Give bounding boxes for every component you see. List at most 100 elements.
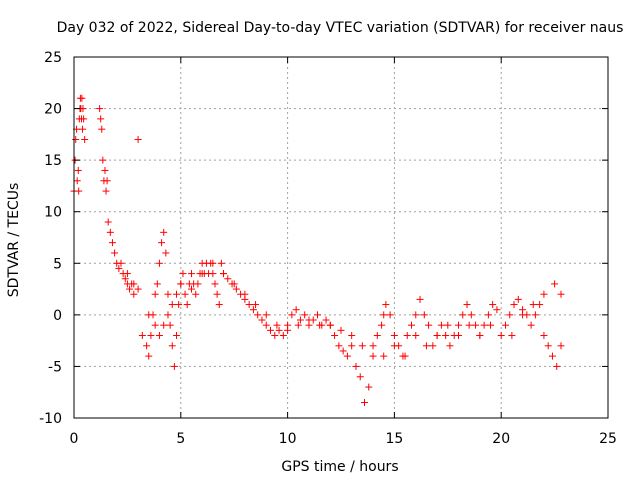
data-point [211,280,219,288]
data-point [514,295,522,303]
data-point [151,321,159,329]
data-point [168,342,176,350]
y-tick-labels: -10 -5 0 5 10 15 20 25 [39,50,62,427]
data-point [472,321,480,329]
data-point [130,280,138,288]
data-point [145,311,153,319]
data-point [262,311,270,319]
data-point [380,311,388,319]
data-point [245,301,253,309]
data-point [75,187,83,195]
data-point [407,321,415,329]
data-point [373,331,381,339]
data-point [540,290,548,298]
data-point [123,270,131,278]
data-point [360,399,368,407]
data-point [101,166,109,174]
data-point [258,316,266,324]
x-tick-label: 15 [385,431,403,447]
data-point [232,285,240,293]
data-point [506,311,514,319]
data-point [557,342,565,350]
data-point [551,280,559,288]
x-tick-labels: 0 5 10 15 20 25 [70,431,617,447]
data-point [198,270,206,278]
data-point [224,275,232,283]
data-point [103,177,111,185]
data-point [108,239,116,247]
data-point [314,311,322,319]
plot-frame [73,56,609,419]
data-point [378,321,386,329]
y-tick-label: 5 [53,256,62,272]
data-point [487,321,495,329]
data-point [79,125,87,133]
x-axis-label: GPS time / hours [281,459,398,475]
data-point [284,326,292,334]
data-point [230,280,238,288]
data-point [249,306,257,314]
data-point [179,270,187,278]
data-point [187,270,195,278]
data-point [162,249,170,257]
data-point [273,321,281,329]
data-point [209,270,217,278]
data-point [173,290,181,298]
data-point [380,352,388,360]
data-point [173,331,181,339]
data-point [138,331,146,339]
data-point [194,280,202,288]
data-point [508,331,516,339]
data-point [147,331,155,339]
chart-title: Day 032 of 2022, Sidereal Day-to-day VTE… [57,20,624,36]
data-point [527,321,535,329]
data-point [339,347,347,355]
data-point [98,125,106,133]
data-point [134,285,142,293]
data-point [553,362,561,370]
data-point [134,136,142,144]
data-point [106,228,114,236]
data-point [493,306,501,314]
data-point [96,105,104,113]
data-point [115,264,123,272]
data-point [412,311,420,319]
data-point [403,331,411,339]
y-tick-label: 20 [44,102,62,118]
data-point [217,259,225,267]
x-tick-label: 10 [279,431,297,447]
data-point [510,301,518,309]
data-point [529,301,537,309]
data-point [454,331,462,339]
data-point [358,342,366,350]
data-point [343,352,351,360]
data-point [254,311,262,319]
data-point [192,290,200,298]
data-point [117,259,125,267]
data-point [164,290,172,298]
data-point [442,331,450,339]
data-point [557,290,565,298]
data-point [79,105,87,113]
data-point [433,331,441,339]
data-point [348,342,356,350]
data-point [444,321,452,329]
data-point [390,331,398,339]
data-point [292,306,300,314]
data-point [382,301,390,309]
data-point [220,270,228,278]
data-point [301,311,309,319]
data-point [143,342,151,350]
data-point [121,275,129,283]
data-point [422,342,430,350]
y-tick-label: 25 [44,50,62,66]
data-point [548,352,556,360]
data-point [454,321,462,329]
data-point [81,136,89,144]
data-point [369,342,377,350]
data-point [331,331,339,339]
data-point [489,301,497,309]
data-point [356,373,364,381]
data-point [459,311,467,319]
